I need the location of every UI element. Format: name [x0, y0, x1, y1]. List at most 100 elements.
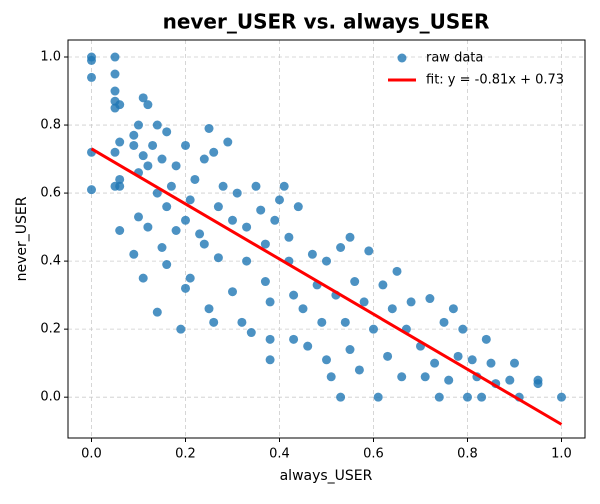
scatter-point: [448, 304, 458, 314]
scatter-point: [378, 280, 388, 290]
scatter-point: [110, 147, 120, 157]
scatter-point: [359, 297, 369, 307]
scatter-point: [260, 277, 270, 287]
scatter-point: [181, 215, 190, 225]
scatter-point: [251, 181, 261, 191]
scatter-point: [115, 137, 125, 147]
scatter-point: [336, 243, 346, 253]
chart-title: never_USER vs. always_USER: [163, 10, 490, 34]
scatter-point: [209, 147, 219, 157]
scatter-point: [265, 297, 275, 307]
scatter-point: [199, 239, 209, 249]
scatter-point: [228, 287, 237, 297]
y-axis-label: never_USER: [14, 196, 30, 281]
scatter-point: [246, 328, 256, 338]
scatter-point: [373, 392, 383, 402]
scatter-point: [463, 392, 472, 402]
scatter-point: [256, 205, 266, 215]
scatter-point: [345, 232, 355, 242]
scatter-point: [265, 334, 275, 344]
y-tick-label: 0.6: [40, 186, 61, 201]
scatter-point: [458, 324, 468, 334]
scatter-point: [185, 195, 195, 205]
scatter-point: [298, 304, 308, 314]
scatter-point: [166, 181, 176, 191]
legend-label: fit: y = -0.81x + 0.73: [426, 73, 564, 88]
scatter-point: [260, 239, 270, 249]
scatter-point: [181, 140, 190, 150]
scatter-point: [345, 345, 355, 355]
scatter-point: [383, 351, 393, 361]
scatter-point: [533, 379, 543, 389]
scatter-point: [237, 317, 247, 327]
scatter-point: [204, 304, 214, 314]
scatter-point: [350, 277, 360, 287]
scatter-point: [110, 69, 120, 79]
scatter-point: [143, 100, 153, 110]
scatter-point: [115, 100, 125, 110]
scatter-point: [453, 351, 463, 361]
scatter-point: [162, 260, 172, 270]
x-axis-label: always_USER: [280, 468, 373, 484]
y-tick-label: 0.2: [40, 322, 61, 337]
scatter-point: [275, 195, 284, 205]
scatter-point: [134, 120, 143, 130]
scatter-point: [322, 256, 331, 266]
scatter-point: [232, 188, 242, 198]
scatter-point: [223, 137, 233, 147]
scatter-point: [152, 120, 162, 130]
scatter-point: [467, 355, 477, 365]
scatter-point: [115, 225, 125, 235]
scatter-point: [228, 215, 237, 225]
scatter-point: [369, 324, 378, 334]
scatter-point: [486, 358, 496, 368]
scatter-point: [138, 151, 148, 161]
y-tick-label: 0.8: [40, 118, 61, 133]
scatter-point: [303, 341, 313, 351]
y-tick-label: 1.0: [40, 50, 61, 65]
scatter-point: [181, 283, 190, 293]
scatter-point: [434, 392, 444, 402]
scatter-point: [317, 317, 327, 327]
x-tick-label: 0.6: [363, 447, 384, 462]
scatter-point: [171, 225, 181, 235]
scatter-point: [505, 375, 515, 385]
scatter-point: [148, 140, 158, 150]
x-tick-label: 0.0: [81, 447, 102, 462]
scatter-point: [307, 249, 317, 259]
scatter-point: [270, 215, 280, 225]
scatter-point: [152, 188, 162, 198]
x-tick-label: 1.0: [551, 447, 572, 462]
legend-marker: [397, 53, 407, 63]
scatter-point: [392, 266, 402, 276]
scatter-point: [129, 130, 139, 140]
scatter-point: [510, 358, 519, 368]
scatter-point: [213, 202, 223, 212]
scatter-point: [406, 297, 416, 307]
scatter-point: [129, 140, 139, 150]
scatter-point: [340, 317, 350, 327]
scatter-point: [87, 55, 96, 65]
scatter-point: [157, 154, 167, 164]
scatter-point: [115, 174, 125, 184]
scatter-point: [284, 232, 294, 242]
scatter-point: [439, 317, 449, 327]
scatter-point: [387, 304, 397, 314]
plot-frame: [67, 39, 586, 439]
scatter-point: [162, 202, 172, 212]
scatter-point: [134, 212, 143, 222]
scatter-point: [289, 334, 299, 344]
scatter-point: [425, 294, 435, 304]
scatter-point: [279, 181, 289, 191]
scatter-point: [242, 256, 252, 266]
scatter-point: [87, 185, 96, 195]
scatter-point: [171, 161, 181, 171]
scatter-point: [176, 324, 186, 334]
y-tick-label: 0.4: [40, 254, 61, 269]
scatter-point: [336, 392, 346, 402]
scatter-point: [110, 86, 120, 96]
scatter-point: [209, 317, 219, 327]
scatter-point: [185, 273, 195, 283]
scatter-point: [138, 93, 148, 103]
